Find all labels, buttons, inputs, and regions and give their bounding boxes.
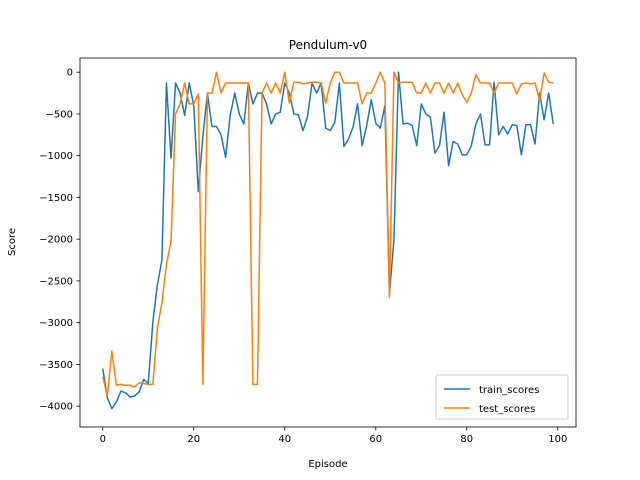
series-layer <box>102 71 554 410</box>
x-tick-label: 100 <box>548 434 567 445</box>
y-tick-label: −500 <box>46 109 73 120</box>
x-tick-label: 40 <box>278 434 291 445</box>
y-tick-label: −1000 <box>39 151 73 162</box>
legend-label-test-scores: test_scores <box>479 404 535 415</box>
series-line-test-scores <box>102 71 554 397</box>
legend: train_scores test_scores <box>435 374 569 420</box>
y-tick-label: 0 <box>67 68 73 79</box>
y-tick-label: −4000 <box>39 402 73 413</box>
y-axis: 0 −500 −1000 −1500 −2000 −2500 −3000 −3500 −4000 <box>39 68 80 413</box>
x-tick-label: 0 <box>100 434 106 445</box>
y-tick-label: −3000 <box>39 318 73 329</box>
y-tick-label: −2000 <box>39 235 73 246</box>
x-tick-label: 80 <box>460 434 473 445</box>
y-tick-label: −2500 <box>39 276 73 287</box>
plot-frame <box>79 57 577 428</box>
x-tick-label: 60 <box>369 434 382 445</box>
legend-label-train-scores: train_scores <box>479 385 539 396</box>
plot-area <box>102 71 554 410</box>
x-tick-label: 20 <box>187 434 200 445</box>
chart-title: Pendulum-v0 <box>289 38 367 52</box>
y-axis-label: Score <box>7 228 18 256</box>
x-axis-label: Episode <box>308 459 347 470</box>
series-line-train-scores <box>102 71 554 410</box>
y-tick-label: −3500 <box>39 360 73 371</box>
x-axis: 0 20 40 60 80 100 <box>100 427 567 445</box>
y-tick-label: −1500 <box>39 193 73 204</box>
